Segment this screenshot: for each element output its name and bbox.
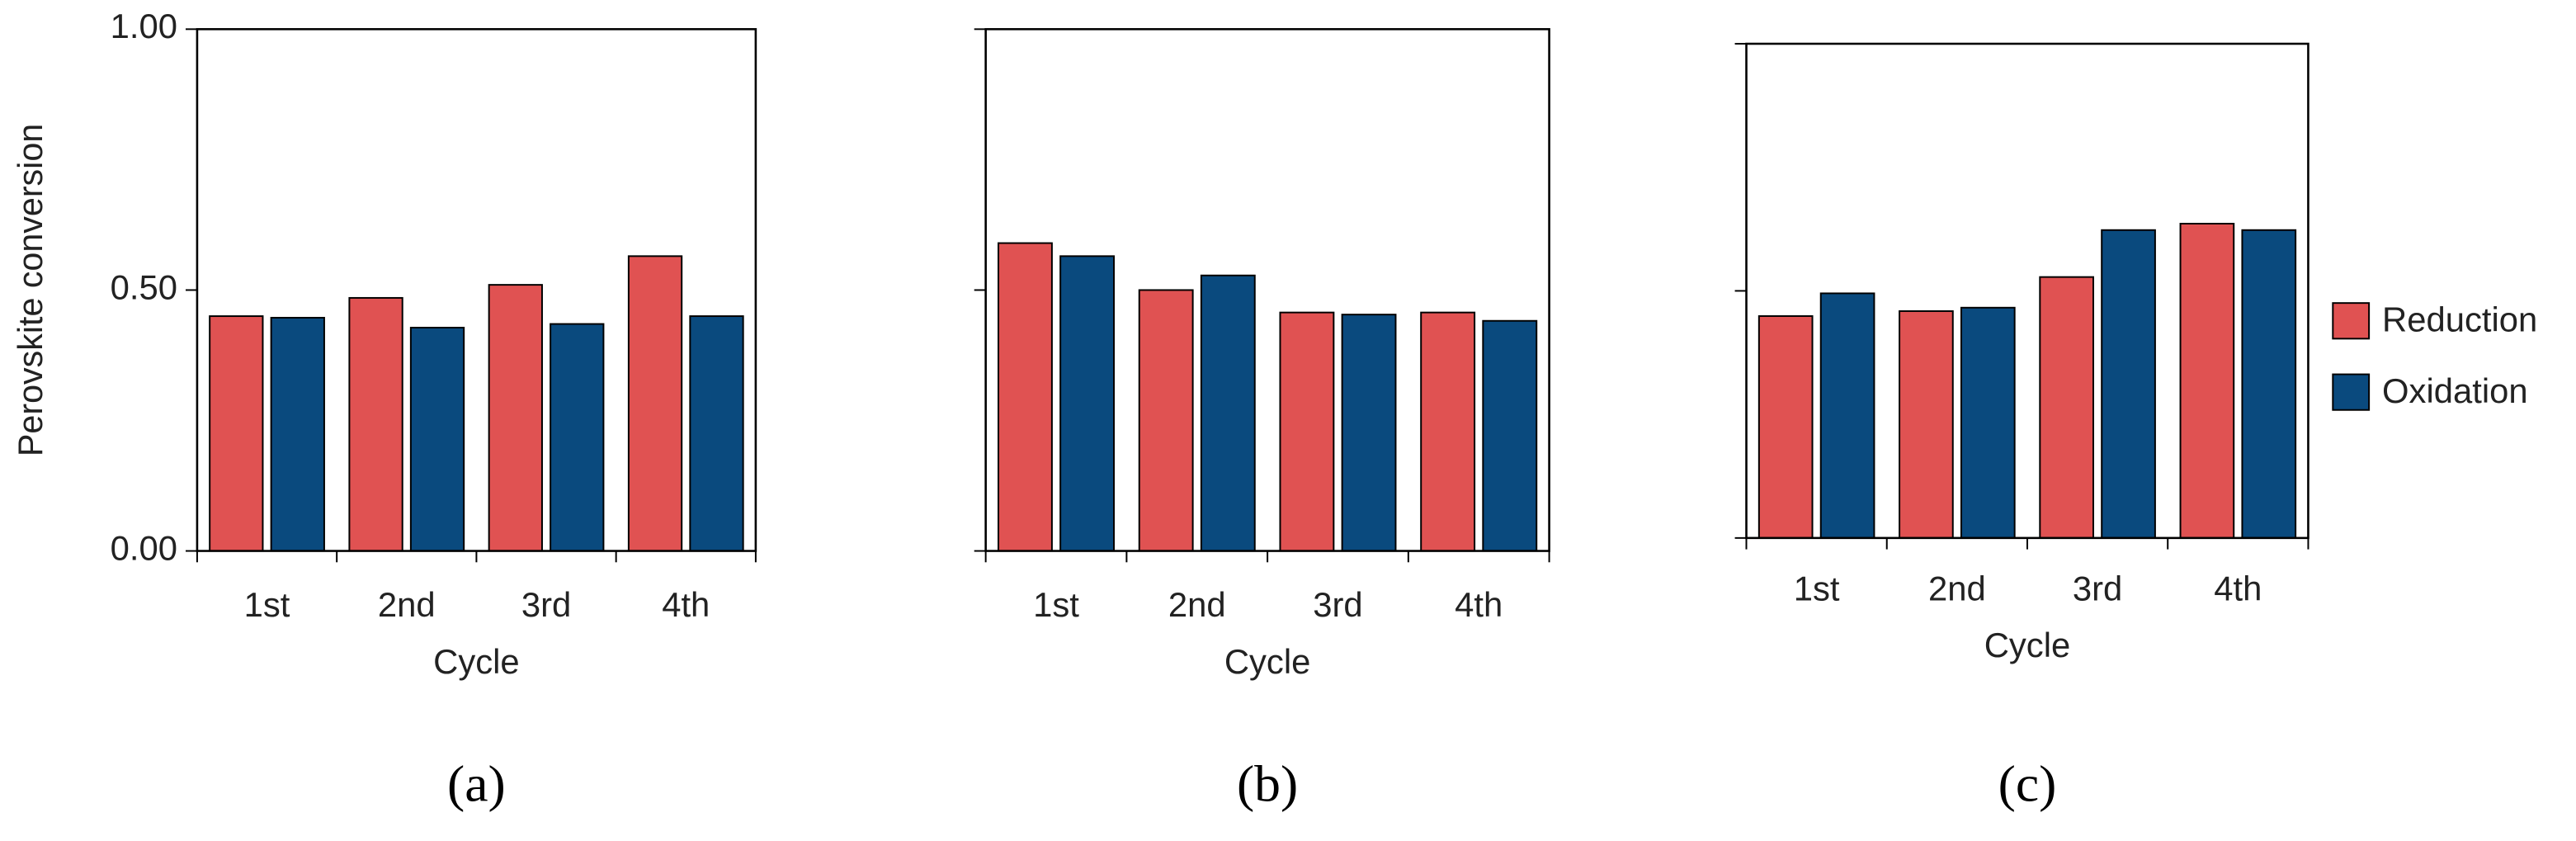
bar — [689, 315, 744, 552]
bar — [1757, 314, 1814, 539]
x-tick-label: 2nd — [1168, 585, 1226, 624]
bar — [2101, 229, 2156, 539]
bar — [1059, 255, 1116, 552]
bar — [348, 296, 403, 552]
bar — [627, 255, 683, 552]
y-tick-label: 0.00 — [111, 529, 177, 568]
bar — [488, 284, 543, 552]
y-axis-label: Perovskite conversion — [11, 124, 50, 456]
bar — [1341, 314, 1397, 552]
legend-swatch — [2332, 373, 2371, 411]
bar — [2179, 223, 2235, 539]
bar — [1420, 311, 1476, 552]
panel-label: (c) — [1998, 755, 2057, 813]
bar — [998, 242, 1053, 552]
bar — [270, 316, 325, 552]
y-tick-label: 0.50 — [111, 268, 177, 307]
x-tick-label: 4th — [2214, 569, 2262, 608]
legend-swatch — [2332, 302, 2371, 340]
x-tick-label: 2nd — [378, 585, 436, 624]
panel-label: (b) — [1237, 755, 1298, 813]
bar — [550, 323, 605, 552]
x-tick-label: 3rd — [2073, 569, 2122, 608]
x-tick-label: 4th — [662, 585, 710, 624]
bar — [209, 315, 264, 552]
legend-label: Reduction — [2382, 300, 2537, 339]
bar — [1960, 306, 2016, 539]
x-tick-label: 3rd — [521, 585, 571, 624]
bar — [1819, 292, 1875, 539]
panel-label: (a) — [447, 755, 506, 813]
x-axis-label: Cycle — [1224, 642, 1311, 681]
x-tick-label: 3rd — [1313, 585, 1362, 624]
x-axis-label: Cycle — [433, 642, 520, 681]
x-tick-label: 4th — [1455, 585, 1503, 624]
legend-label: Oxidation — [2382, 371, 2528, 410]
x-tick-label: 1st — [1033, 585, 1079, 624]
bar — [1482, 319, 1538, 552]
bar — [2241, 229, 2297, 539]
x-axis-label: Cycle — [1984, 626, 2071, 665]
bar — [409, 326, 465, 552]
bar — [1279, 311, 1335, 552]
x-tick-label: 2nd — [1928, 569, 1986, 608]
x-tick-label: 1st — [1794, 569, 1840, 608]
bar — [1138, 289, 1194, 552]
bar — [1899, 309, 1954, 539]
x-tick-label: 1st — [244, 585, 290, 624]
y-tick-label: 1.00 — [111, 7, 177, 45]
bar — [2039, 276, 2094, 539]
bar — [1200, 274, 1256, 552]
